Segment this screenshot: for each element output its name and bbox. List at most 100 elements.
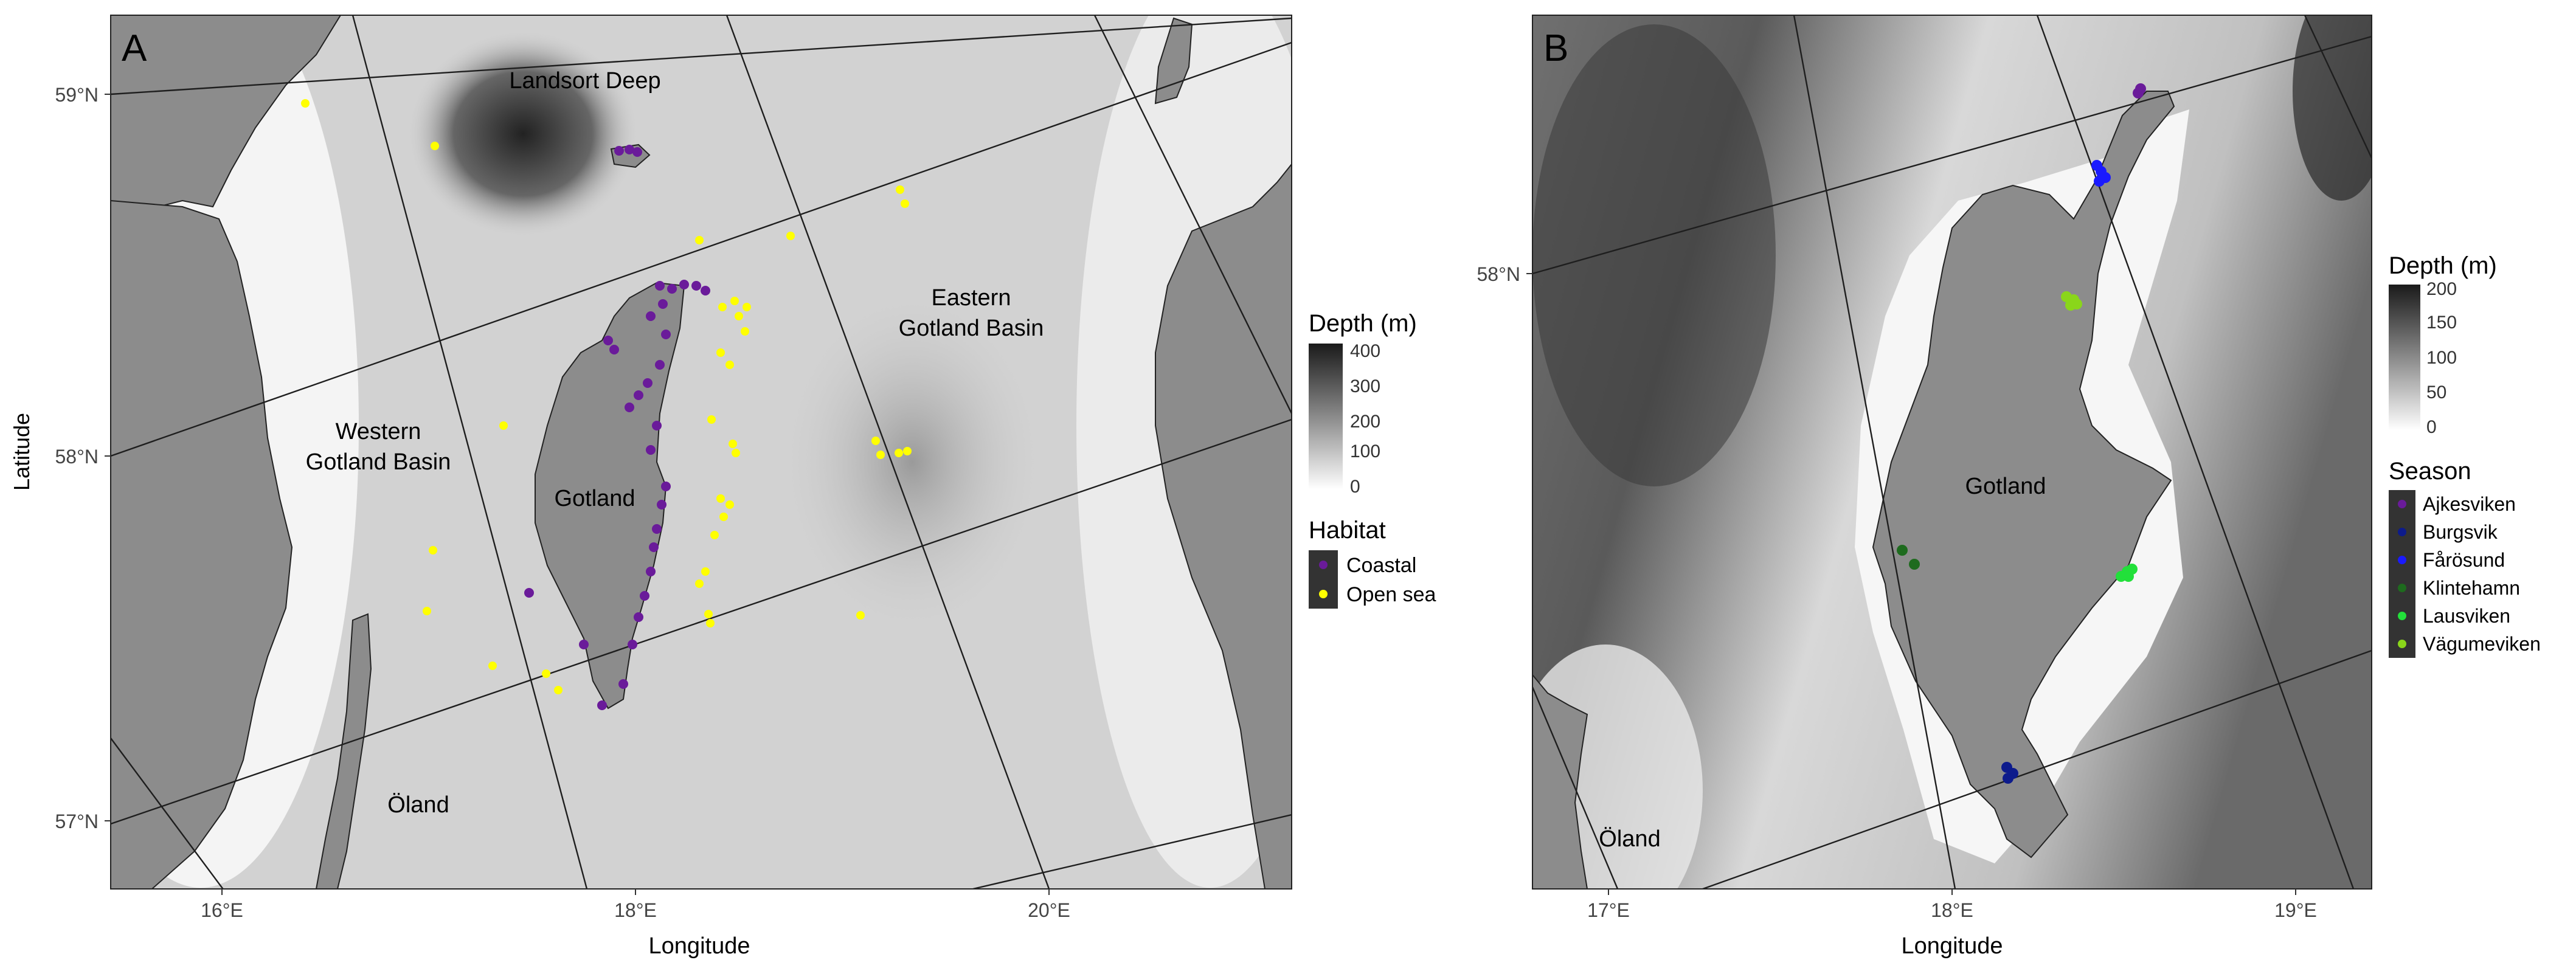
open-sea-point	[725, 361, 734, 369]
open-sea-point	[695, 579, 704, 588]
x-tick-label: 18°E	[614, 899, 657, 921]
y-tick-label: 57°N	[55, 810, 99, 832]
open-sea-point	[725, 500, 734, 509]
label-eastern-basin-2: Gotland Basin	[899, 316, 1044, 341]
x-axis-title: Longitude	[1902, 933, 2003, 959]
legend-label-ajkesviken: Ajkesviken	[2423, 493, 2516, 515]
panel-a-frame	[110, 15, 1292, 890]
open-sea-point	[710, 531, 719, 539]
x-axis-title: Longitude	[649, 933, 750, 959]
season-point	[2094, 176, 2105, 187]
y-axis-a: 59°N 58°N 57°N Latitude	[9, 84, 111, 832]
panel-a-tag: A	[122, 27, 147, 69]
open-sea-point	[896, 185, 904, 194]
legend-label-open-sea: Open sea	[1346, 583, 1436, 606]
coastal-point	[652, 421, 662, 430]
open-sea-point	[741, 327, 749, 336]
open-sea-point	[701, 567, 710, 576]
open-sea-point	[423, 607, 431, 615]
landsort-deep-shade	[407, 30, 639, 237]
x-tick-label: 17°E	[1587, 899, 1630, 921]
coastal-point	[614, 146, 624, 156]
open-sea-point	[704, 610, 713, 618]
open-sea-point	[895, 449, 903, 457]
coastal-point	[579, 640, 589, 649]
coastal-point	[701, 286, 710, 295]
open-sea-point	[876, 451, 885, 459]
depth-tick-label: 50	[2426, 382, 2446, 403]
points-klintehamn	[1897, 545, 1920, 570]
depth-tick-label: 300	[1350, 376, 1380, 396]
panel-b-map: B Gotland Öland 58°N 17°E 18°E 19°E Long…	[1477, 15, 2541, 959]
coastal-point	[652, 524, 662, 534]
label-oland-b: Öland	[1599, 826, 1660, 852]
coastal-point	[691, 281, 701, 291]
open-sea-point	[732, 449, 740, 457]
coastal-point	[640, 591, 649, 601]
legend-label-klintehamn: Klintehamn	[2423, 577, 2520, 599]
y-tick-label: 58°N	[55, 446, 99, 468]
open-sea-point	[901, 199, 909, 208]
coastal-point	[646, 311, 656, 321]
depth-tick-label: 200	[2426, 279, 2457, 299]
depth-legend-b: Depth (m) 200 150 100 50 0	[2389, 252, 2497, 437]
east-basin-shade	[772, 280, 1052, 644]
season-point	[1897, 545, 1908, 556]
open-sea-point	[729, 440, 737, 448]
legend-label-burgsvik: Burgsvik	[2423, 521, 2498, 543]
open-sea-point	[719, 513, 728, 521]
open-sea-point	[695, 236, 704, 244]
gotland-island	[535, 282, 685, 710]
depth-legend-title: Depth (m)	[1309, 310, 1417, 337]
coastal-point	[625, 145, 634, 154]
graticule-a	[111, 15, 1292, 889]
coastal-point	[609, 345, 619, 354]
open-sea-point	[707, 415, 716, 424]
legend-swatch-vagumeviken	[2398, 640, 2406, 648]
y-tick-label: 59°N	[55, 84, 99, 106]
legend-label-lausviken: Lausviken	[2423, 605, 2510, 627]
season-point	[2123, 571, 2134, 582]
points-vagumeviken	[2061, 291, 2082, 311]
depth-colorbar	[2389, 285, 2420, 430]
x-tick-label: 19°E	[2274, 899, 2317, 921]
x-tick-label: 18°E	[1931, 899, 1973, 921]
season-point	[1909, 559, 1920, 570]
legend-swatch-coastal	[1319, 561, 1328, 569]
depth-tick-label: 0	[2426, 417, 2437, 437]
label-landsort-deep: Landsort Deep	[509, 68, 660, 94]
depth-tick-label: 400	[1350, 341, 1380, 361]
label-western-basin-2: Gotland Basin	[306, 449, 451, 475]
legend-label-coastal: Coastal	[1346, 554, 1416, 577]
open-sea-point	[716, 494, 725, 503]
coastal-point	[634, 390, 643, 400]
coastal-point	[661, 482, 671, 491]
depth-tick-label: 0	[1350, 477, 1360, 497]
points-ajkesviken	[2133, 83, 2146, 98]
oland-island	[315, 613, 372, 889]
open-sea-point	[730, 297, 739, 305]
open-sea-point	[499, 421, 508, 430]
coastal-point	[657, 500, 667, 510]
open-sea-point	[856, 611, 865, 620]
legend-swatch-ajkesviken	[2398, 500, 2406, 508]
coastal-point	[646, 567, 656, 576]
coastal-point	[649, 542, 659, 552]
panel-b-tag: B	[1543, 27, 1568, 69]
gotland-island-b	[1872, 91, 2175, 859]
label-gotland-b: Gotland	[1965, 474, 2046, 499]
points-lausviken	[2116, 564, 2138, 582]
coastal-point	[632, 147, 642, 157]
coastal-point	[667, 284, 677, 294]
open-sea-point	[554, 686, 563, 694]
panel-a-map: A Landsort Deep Western Gotland Basin Ea…	[9, 15, 1436, 959]
open-sea-point	[431, 142, 439, 150]
coastal-point	[643, 378, 653, 388]
coastal-point	[524, 588, 534, 598]
legend-swatch-open-sea	[1319, 590, 1328, 598]
depth-tick-label: 150	[2426, 313, 2457, 333]
legend-swatch-klintehamn	[2398, 584, 2406, 592]
label-gotland-a: Gotland	[554, 486, 635, 511]
season-point	[2071, 299, 2082, 309]
